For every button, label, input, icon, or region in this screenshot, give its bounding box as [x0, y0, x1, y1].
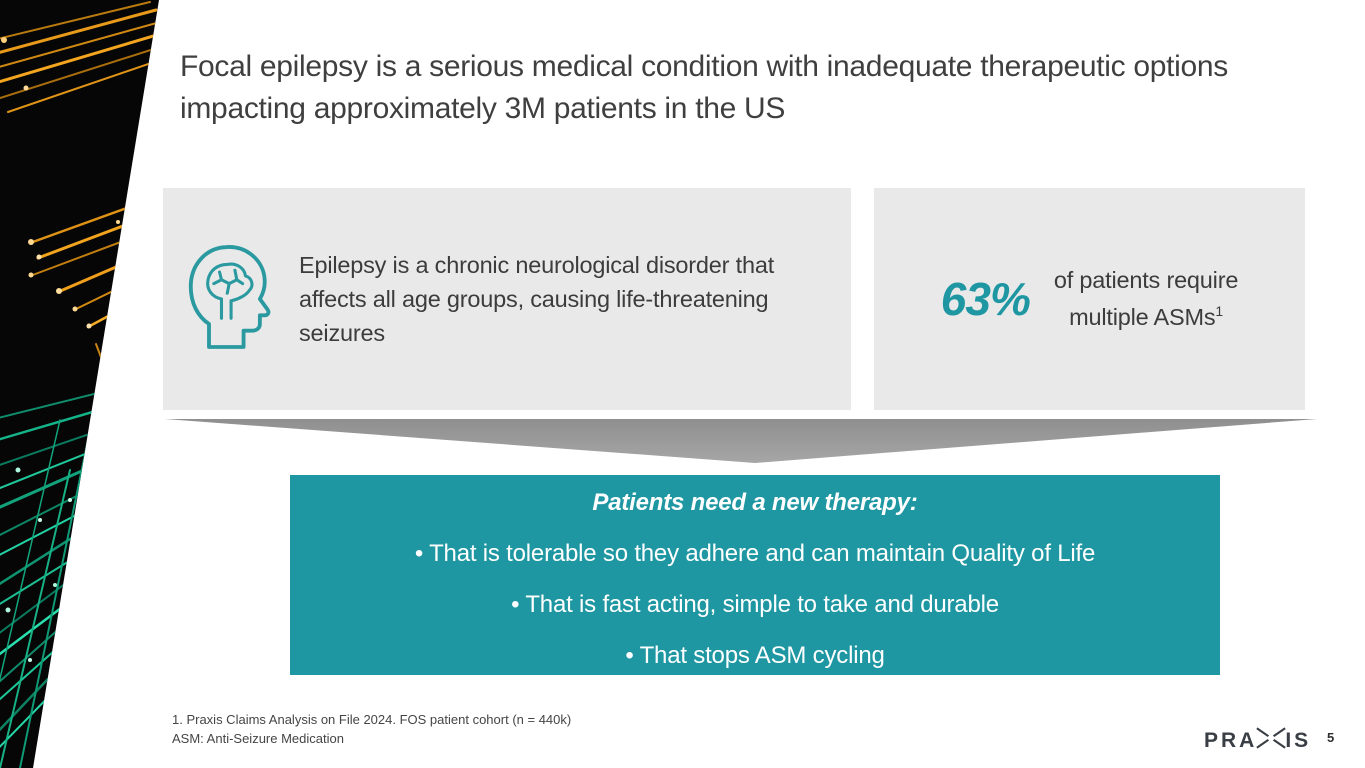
logo-text-post: IS [1285, 729, 1312, 752]
down-arrow-shape [160, 417, 1320, 465]
page-title: Focal epilepsy is a serious medical cond… [180, 50, 1228, 125]
stat-label-line1: of patients require [1053, 267, 1239, 294]
footnote-marker: 1 [1215, 303, 1223, 320]
stat-value: 63% [940, 273, 1031, 325]
therapy-needs-box: Patients need a new therapy: • That is t… [290, 475, 1220, 675]
epilepsy-info-text: Epilepsy is a chronic neurological disor… [299, 252, 775, 346]
stat-label-line2: multiple ASMs [1069, 303, 1216, 330]
footnote-1: 1. Praxis Claims Analysis on File 2024. … [172, 712, 572, 727]
stat-card: 63% of patients require multiple ASMs1 [874, 188, 1305, 410]
fiber-optic-art [0, 0, 160, 768]
therapy-bullet-2: • That is fast acting, simple to take an… [511, 591, 999, 618]
logo-text-pre: PRA [1204, 729, 1258, 752]
stat-label: of patients require multiple ASMs1 [1053, 265, 1239, 333]
therapy-bullet-3: • That stops ASM cycling [625, 642, 885, 669]
praxis-logo: PRA IS [1204, 726, 1311, 756]
head-brain-icon [185, 239, 281, 359]
page-number: 5 [1327, 730, 1335, 745]
logo-x-icon [1256, 724, 1287, 758]
footnote-2: ASM: Anti-Seizure Medication [172, 731, 344, 746]
therapy-heading: Patients need a new therapy: [592, 489, 918, 516]
footnotes: 1. Praxis Claims Analysis on File 2024. … [172, 710, 571, 748]
epilepsy-info-card: Epilepsy is a chronic neurological disor… [163, 188, 851, 410]
therapy-bullet-1: • That is tolerable so they adhere and c… [414, 540, 1096, 567]
